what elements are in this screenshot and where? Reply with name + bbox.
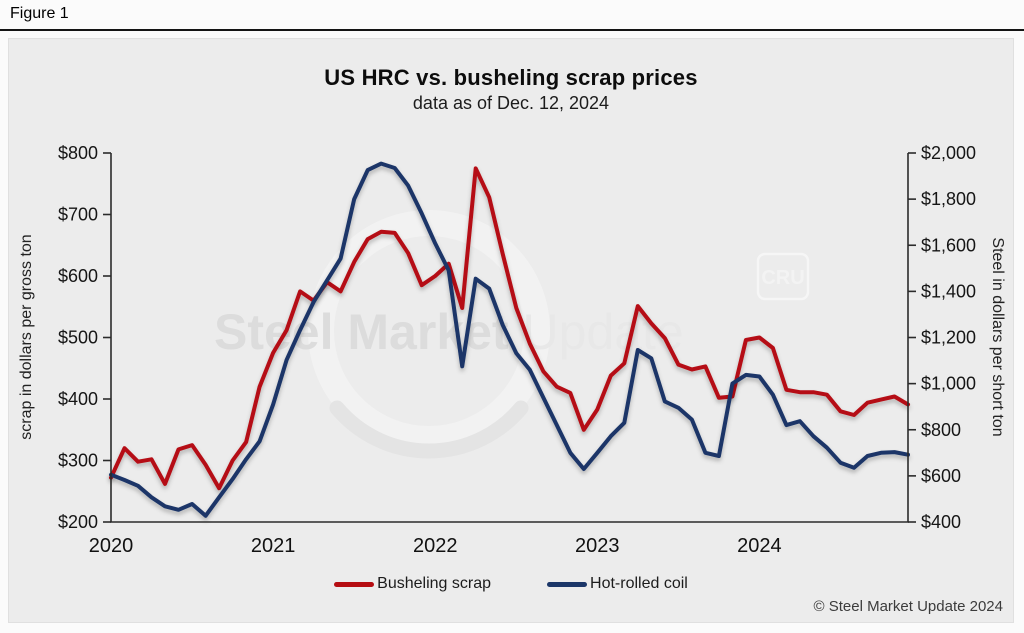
svg-text:2020: 2020 — [89, 535, 134, 557]
svg-text:$200: $200 — [58, 512, 98, 532]
figure-label: Figure 1 — [10, 5, 69, 22]
legend-item-busheling-scrap: Busheling scrap — [334, 575, 491, 593]
svg-text:$1,400: $1,400 — [921, 281, 976, 301]
legend-item-hot-rolled-coil: Hot-rolled coil — [547, 575, 688, 593]
series-hot-rolled-coil — [109, 161, 910, 518]
svg-text:$800: $800 — [921, 420, 961, 440]
right-axis-title: Steel in dollars per short ton — [989, 237, 1006, 436]
legend-label-hot-rolled-coil: Hot-rolled coil — [590, 575, 688, 592]
copyright-note: © Steel Market Update 2024 — [813, 598, 1004, 615]
cru-logo: CRU — [756, 252, 810, 301]
svg-text:2023: 2023 — [575, 535, 620, 557]
chart-subtitle: data as of Dec. 12, 2024 — [412, 93, 610, 113]
svg-text:$1,000: $1,000 — [921, 374, 976, 394]
svg-text:$500: $500 — [58, 328, 98, 348]
svg-text:$400: $400 — [921, 512, 961, 532]
svg-text:$300: $300 — [58, 451, 98, 471]
svg-text:$600: $600 — [58, 266, 98, 286]
watermark-swoosh-ring — [308, 210, 550, 452]
svg-text:CRU: CRU — [761, 267, 804, 289]
right-axis-ticks: $400 $600 $800 $1,000 $1,200 $1,400 $1,600 $1,8… — [908, 143, 976, 532]
chart-panel: US HRC vs. busheling scrap prices data a… — [8, 38, 1014, 623]
svg-text:$1,800: $1,800 — [921, 189, 976, 209]
svg-text:$1,200: $1,200 — [921, 328, 976, 348]
chart-legend: Busheling scrap Hot-rolled coil — [9, 575, 1013, 593]
hot-rolled-coil-line-swatch — [547, 581, 588, 587]
svg-text:$400: $400 — [58, 389, 98, 409]
header-rule — [0, 29, 1024, 31]
svg-text:$600: $600 — [921, 466, 961, 486]
left-axis-ticks: $200 $300 $400 $500 $600 $700 $800 — [58, 143, 111, 532]
svg-text:$2,000: $2,000 — [921, 143, 976, 163]
x-axis-ticks: 2020 2021 2022 2023 2024 — [89, 535, 782, 557]
busheling-scrap-line-swatch — [334, 581, 375, 587]
svg-text:2022: 2022 — [413, 535, 458, 557]
svg-text:$700: $700 — [58, 205, 98, 225]
chart-title: US HRC vs. busheling scrap prices — [324, 65, 698, 90]
svg-text:2024: 2024 — [737, 535, 782, 557]
left-axis-title: scrap in dollars per gross ton — [18, 234, 35, 439]
svg-text:$1,600: $1,600 — [921, 235, 976, 255]
watermark-swoosh-arc — [329, 400, 529, 459]
svg-text:2021: 2021 — [251, 535, 296, 557]
svg-text:$800: $800 — [58, 143, 98, 163]
series-busheling-scrap — [109, 166, 910, 491]
legend-label-busheling-scrap: Busheling scrap — [377, 575, 492, 592]
